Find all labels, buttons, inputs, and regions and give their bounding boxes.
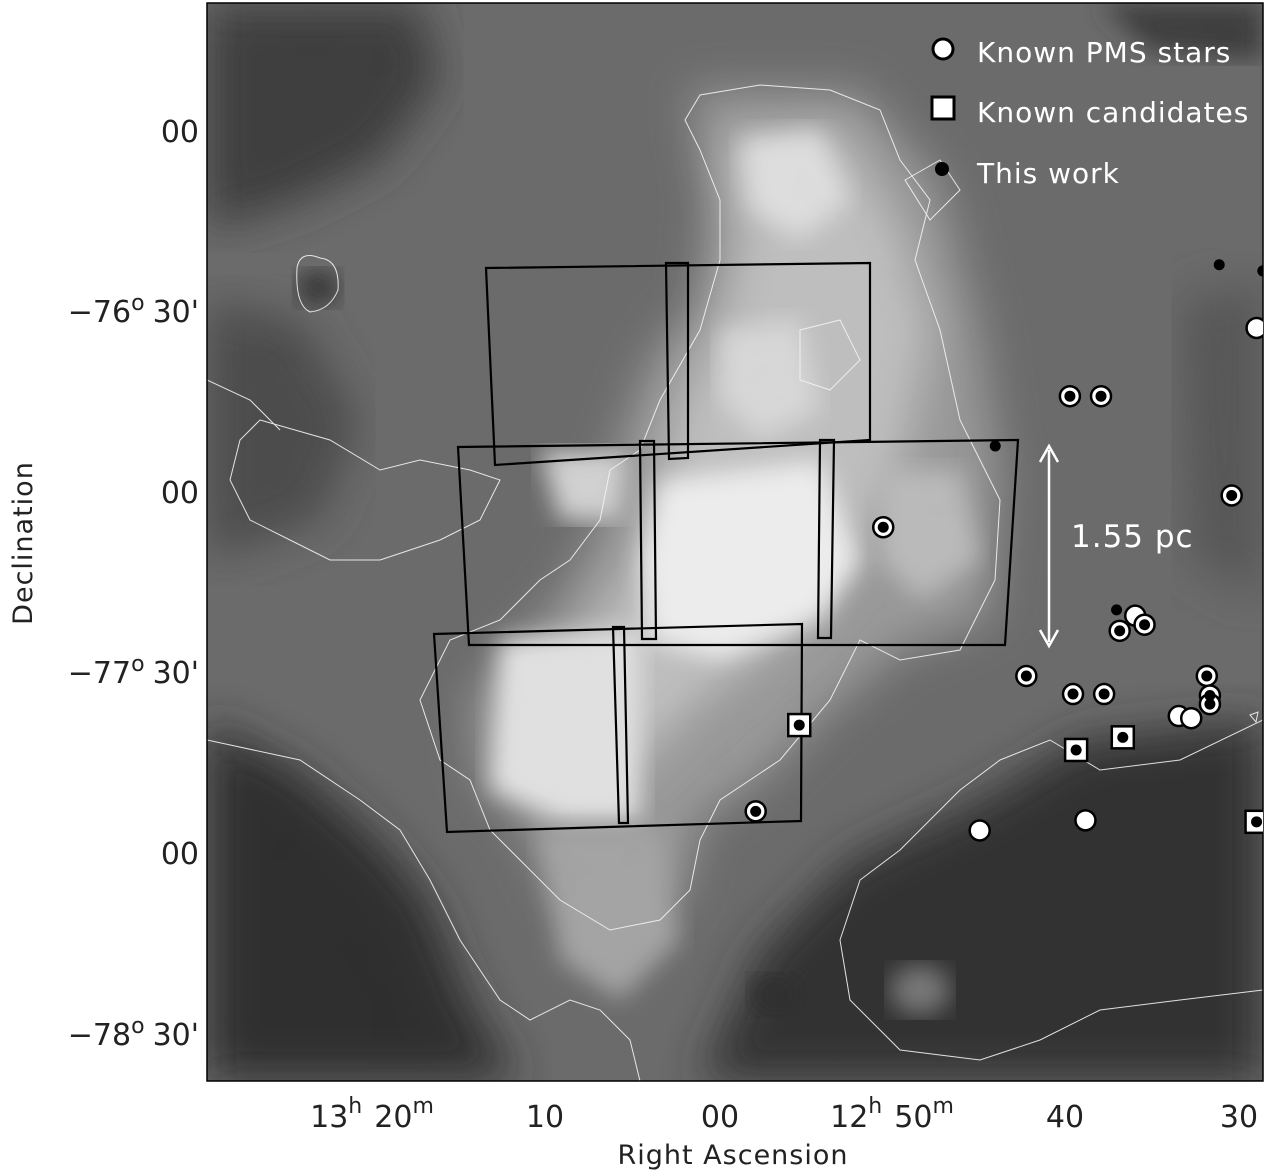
pms-detection-dot [1067,688,1079,700]
y-tick-label: −76o 30' [68,291,199,330]
x-tick-label: 00 [701,1100,739,1135]
candidate-detection-dot [793,719,805,731]
x-tick-label: 30 [1220,1100,1258,1135]
candidate-detection-dot [1070,744,1082,756]
pms-detection-dot [1201,670,1213,682]
known-pms-star-marker [1245,316,1263,340]
pms-detection-dot [1114,625,1126,637]
legend-filled-dot-icon [935,162,949,176]
y-tick-label: 00 [161,476,199,511]
y-tick-label: 00 [161,837,199,872]
pms-detection-dot [1204,698,1216,710]
candidate-detection-dot [1117,731,1129,743]
field-north-center [664,261,690,461]
pms-detection-dot [1098,688,1110,700]
known-pms-star-marker [968,819,991,842]
this-work-marker [1213,259,1225,271]
legend-open-circle-icon [931,37,955,61]
scale-bar-label: 1.55 pc [1071,519,1194,555]
this-work-marker [1111,604,1123,616]
field-south-seam [611,625,630,825]
candidate-detection-dot [1251,816,1263,828]
scale-bar: 1.55 pc [1038,443,1194,649]
legend-label-this-work: This work [976,157,1120,190]
legend-label-pms: Known PMS stars [977,36,1231,69]
plot-frame [206,2,1264,1082]
this-work-marker [1257,265,1263,277]
x-tick-label: 10 [526,1100,564,1135]
x-tick-label: 13h 20m [310,1094,434,1135]
scale-bar-arrow-up-icon [1038,443,1060,463]
pms-detection-dot [1020,670,1032,682]
legend-open-square-icon [930,95,956,121]
known-pms-star-marker [1179,706,1203,730]
pms-detection-dot [1226,489,1238,501]
pms-detection-dot [750,805,762,817]
pms-detection-dot [1095,390,1107,402]
x-tick-label: 12h 50m [830,1094,954,1135]
legend-entry-pms: Known PMS stars [931,36,1231,69]
observed-fields [432,261,1020,834]
y-tick-label: −77o 30' [68,652,199,691]
y-axis-title: Declination [8,461,39,625]
pms-detection-dot [1139,619,1151,631]
y-tick-label: 00 [161,115,199,150]
x-axis-title: Right Ascension [618,1140,849,1171]
field-south [432,622,804,834]
pms-detection-dot [1204,689,1216,701]
legend: Known PMS stars Known candidates This wo… [930,36,1249,190]
extinction-map-background [207,3,1263,1081]
this-work-marker [989,440,1001,452]
field-north [484,261,872,467]
field-middle [456,438,1020,647]
known-pms-star-marker [1074,809,1097,832]
field-middle-seam-east [816,438,836,640]
x-axis-ticks: 13h 20m 10 00 12h 50m 40 30 [310,1094,1258,1135]
legend-entry-candidates: Known candidates [930,95,1249,129]
x-tick-label: 40 [1046,1100,1084,1135]
pms-detection-dot [877,521,889,533]
field-middle-seam-west [638,439,658,641]
y-axis-ticks: 00 −76o 30' 00 −77o 30' 00 −78o 30' [68,115,199,1053]
y-tick-label: −78o 30' [68,1014,199,1053]
source-markers [744,259,1263,842]
legend-entry-this-work: This work [935,157,1120,190]
pms-detection-dot [1064,390,1076,402]
scale-bar-arrow-down-icon [1038,629,1060,649]
legend-label-candidates: Known candidates [977,96,1249,129]
